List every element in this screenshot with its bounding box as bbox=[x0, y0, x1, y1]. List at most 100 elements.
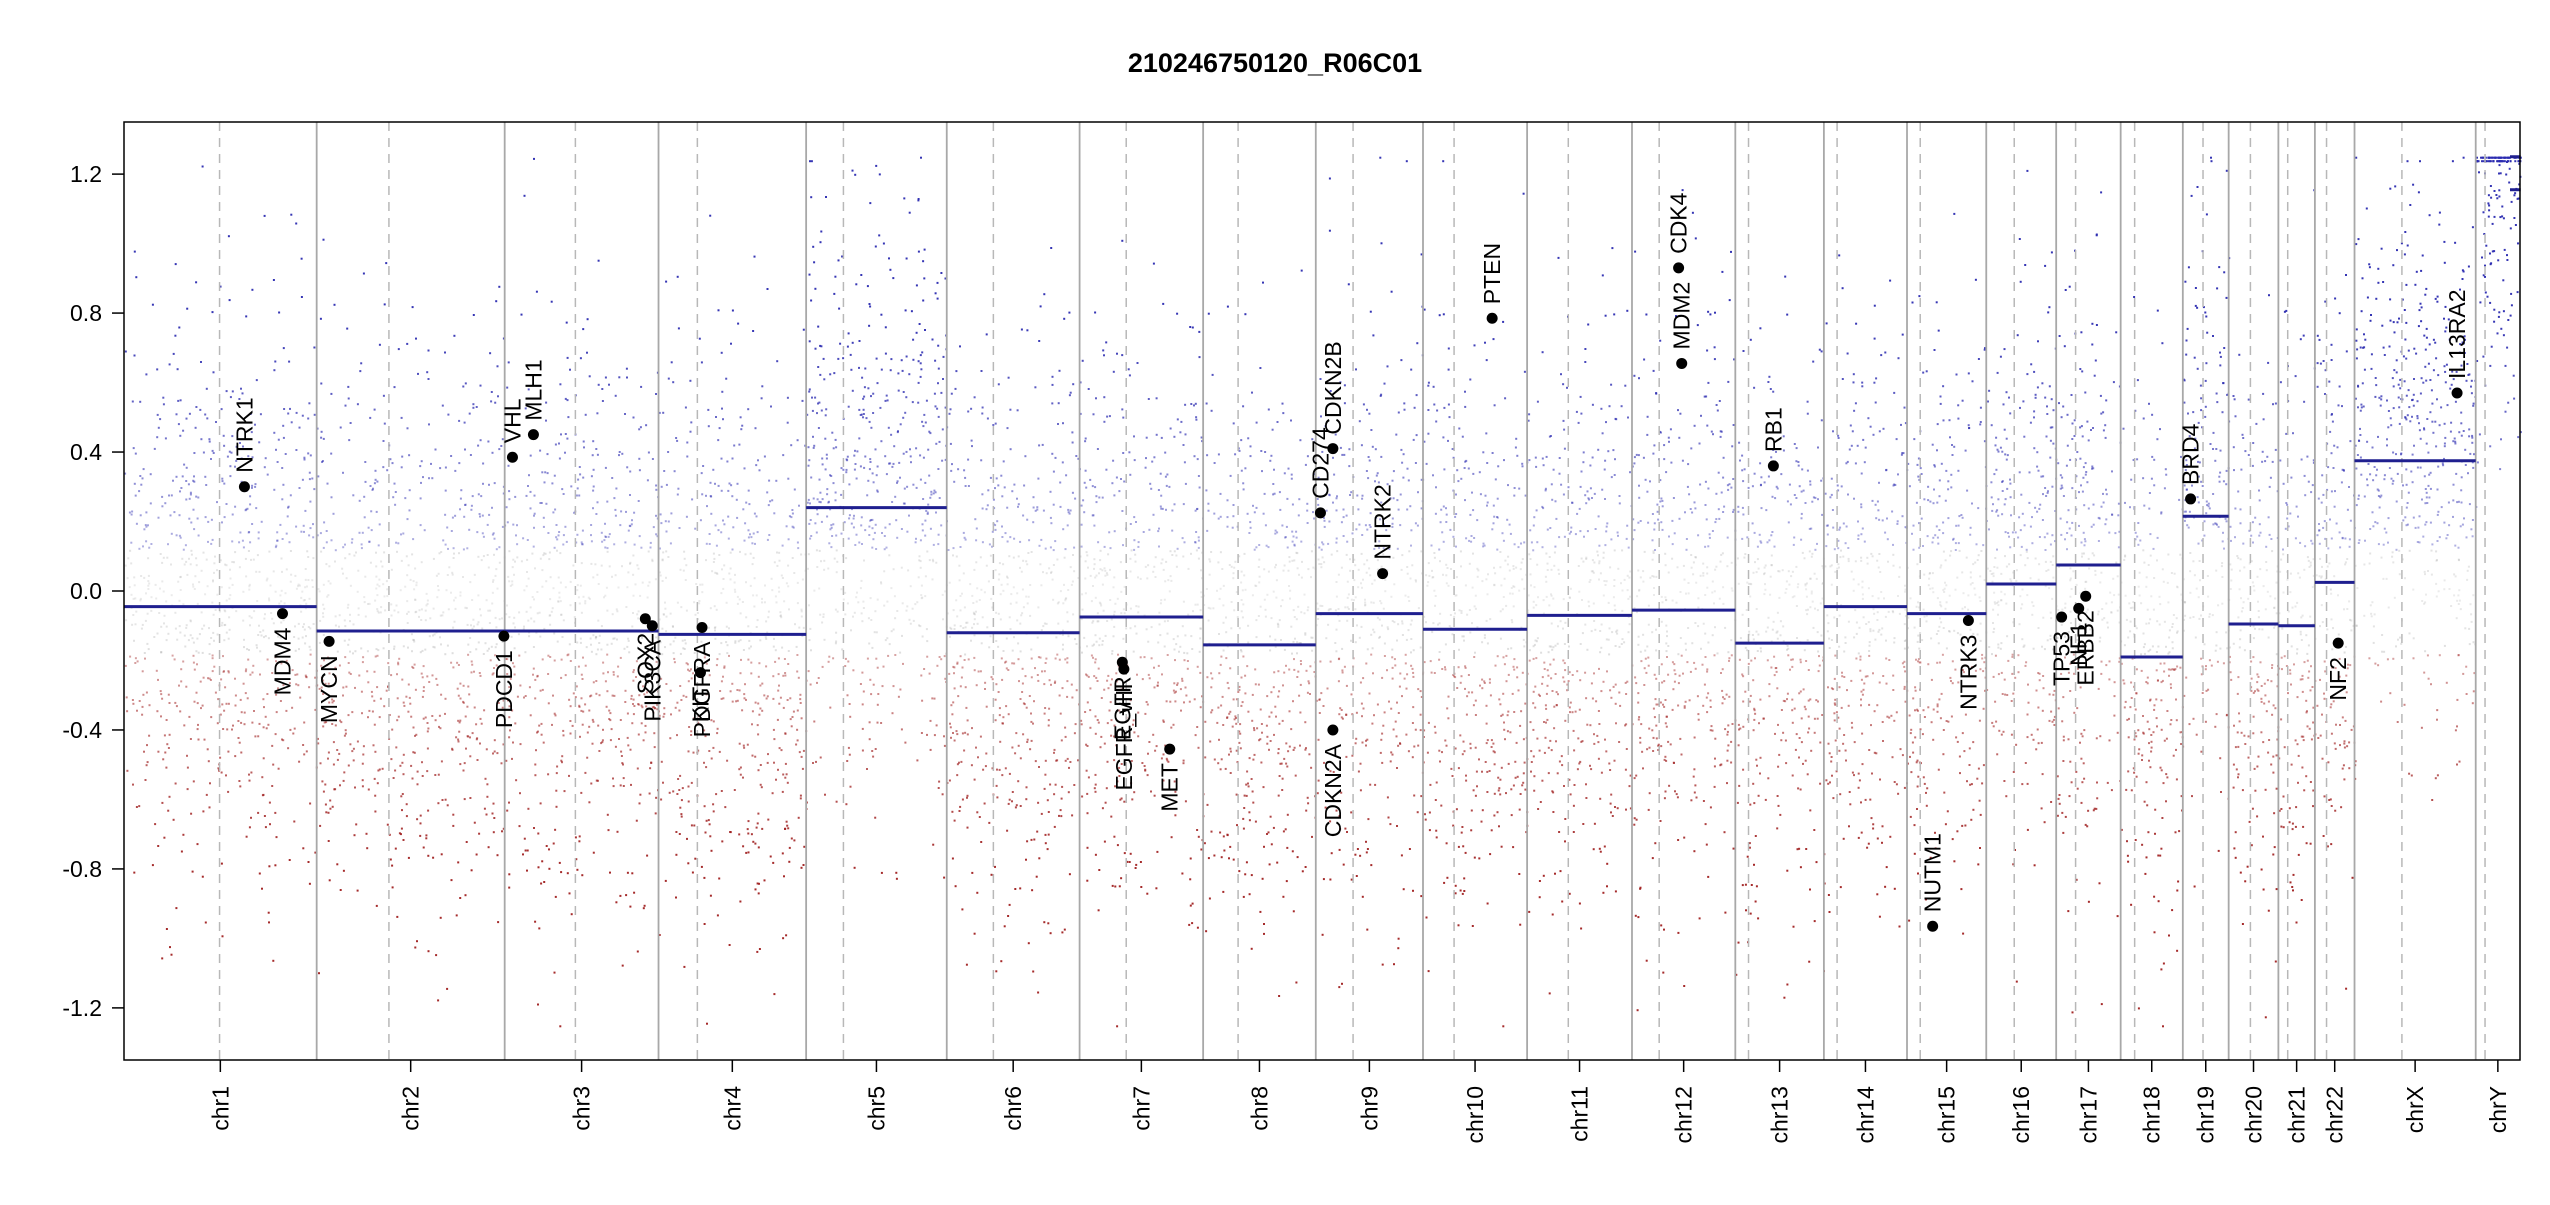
probe-point bbox=[505, 759, 508, 762]
probe-point bbox=[493, 817, 496, 819]
probe-point bbox=[949, 722, 951, 725]
probe-point bbox=[909, 448, 911, 451]
probe-point bbox=[141, 713, 144, 716]
probe-point bbox=[143, 652, 146, 654]
probe-point bbox=[154, 583, 157, 586]
probe-point bbox=[1091, 621, 1094, 624]
probe-point bbox=[249, 541, 252, 544]
probe-point bbox=[596, 573, 599, 576]
probe-point bbox=[720, 642, 723, 645]
probe-point bbox=[943, 876, 946, 879]
probe-point bbox=[178, 514, 181, 517]
probe-point bbox=[1126, 860, 1129, 863]
probe-point bbox=[761, 827, 764, 830]
probe-point bbox=[318, 590, 321, 593]
probe-point bbox=[954, 387, 957, 390]
probe-point bbox=[196, 702, 199, 705]
probe-point bbox=[542, 525, 545, 528]
probe-point bbox=[1153, 794, 1156, 797]
probe-point bbox=[1229, 667, 1232, 670]
probe-point bbox=[213, 639, 215, 642]
probe-point bbox=[1043, 787, 1046, 790]
probe-point bbox=[997, 691, 1000, 693]
probe-point bbox=[1057, 601, 1060, 604]
probe-point bbox=[1210, 686, 1213, 689]
probe-point bbox=[1205, 588, 1208, 590]
probe-point bbox=[751, 710, 754, 713]
probe-point bbox=[185, 480, 188, 482]
probe-point bbox=[1115, 744, 1118, 747]
probe-point bbox=[796, 581, 799, 584]
probe-point bbox=[1278, 775, 1281, 777]
probe-point bbox=[818, 478, 821, 481]
probe-point bbox=[606, 609, 609, 612]
probe-point bbox=[765, 697, 768, 700]
probe-point bbox=[433, 646, 436, 649]
probe-point bbox=[223, 609, 226, 612]
probe-point bbox=[916, 601, 919, 604]
probe-point bbox=[1154, 556, 1157, 559]
probe-point bbox=[1061, 687, 1064, 690]
probe-point bbox=[705, 559, 707, 562]
probe-point bbox=[395, 746, 398, 749]
probe-point bbox=[779, 696, 782, 699]
probe-point bbox=[339, 426, 342, 429]
probe-point bbox=[880, 440, 883, 443]
probe-point bbox=[1266, 833, 1268, 835]
probe-point bbox=[475, 648, 478, 651]
probe-point bbox=[582, 328, 585, 331]
probe-point bbox=[162, 396, 165, 399]
probe-point bbox=[1133, 791, 1136, 794]
probe-point bbox=[1098, 601, 1101, 604]
probe-point bbox=[1229, 474, 1232, 477]
probe-point bbox=[705, 494, 707, 497]
probe-point bbox=[1058, 694, 1061, 697]
probe-point bbox=[876, 703, 879, 706]
probe-point bbox=[1032, 722, 1034, 725]
probe-point bbox=[1133, 731, 1136, 734]
probe-point bbox=[700, 865, 703, 868]
probe-point bbox=[578, 835, 581, 838]
probe-point bbox=[1085, 673, 1087, 676]
probe-point bbox=[250, 616, 253, 619]
probe-point bbox=[678, 789, 681, 791]
probe-point bbox=[901, 602, 904, 605]
probe-point bbox=[1262, 281, 1264, 284]
probe-point bbox=[799, 702, 802, 704]
probe-point bbox=[707, 425, 710, 428]
probe-point bbox=[834, 642, 837, 645]
probe-point bbox=[802, 328, 805, 331]
probe-point bbox=[397, 663, 400, 666]
probe-point bbox=[752, 594, 755, 597]
probe-point bbox=[391, 462, 394, 465]
probe-point bbox=[721, 840, 724, 843]
probe-point bbox=[555, 536, 558, 539]
probe-point bbox=[955, 730, 958, 733]
probe-point bbox=[777, 689, 780, 692]
probe-point bbox=[1116, 1025, 1119, 1028]
probe-point bbox=[466, 547, 469, 550]
probe-point bbox=[234, 465, 236, 468]
probe-point bbox=[1101, 569, 1104, 572]
probe-point bbox=[973, 396, 976, 399]
probe-point bbox=[808, 273, 811, 276]
probe-point bbox=[1144, 769, 1147, 772]
probe-point bbox=[1399, 742, 1401, 745]
probe-point bbox=[261, 887, 263, 890]
probe-point bbox=[1001, 495, 1004, 498]
probe-point bbox=[819, 491, 822, 494]
probe-point bbox=[132, 597, 135, 600]
probe-point bbox=[1116, 844, 1119, 847]
probe-point bbox=[155, 597, 158, 600]
probe-point bbox=[199, 680, 202, 683]
probe-point bbox=[320, 676, 323, 679]
probe-point bbox=[1173, 550, 1176, 553]
probe-point bbox=[1197, 536, 1200, 539]
probe-point bbox=[508, 873, 511, 876]
probe-point bbox=[366, 650, 369, 653]
probe-point bbox=[175, 413, 178, 416]
probe-point bbox=[709, 835, 712, 838]
probe-point bbox=[1326, 687, 1329, 690]
probe-point bbox=[1014, 752, 1017, 755]
probe-point bbox=[458, 419, 461, 422]
